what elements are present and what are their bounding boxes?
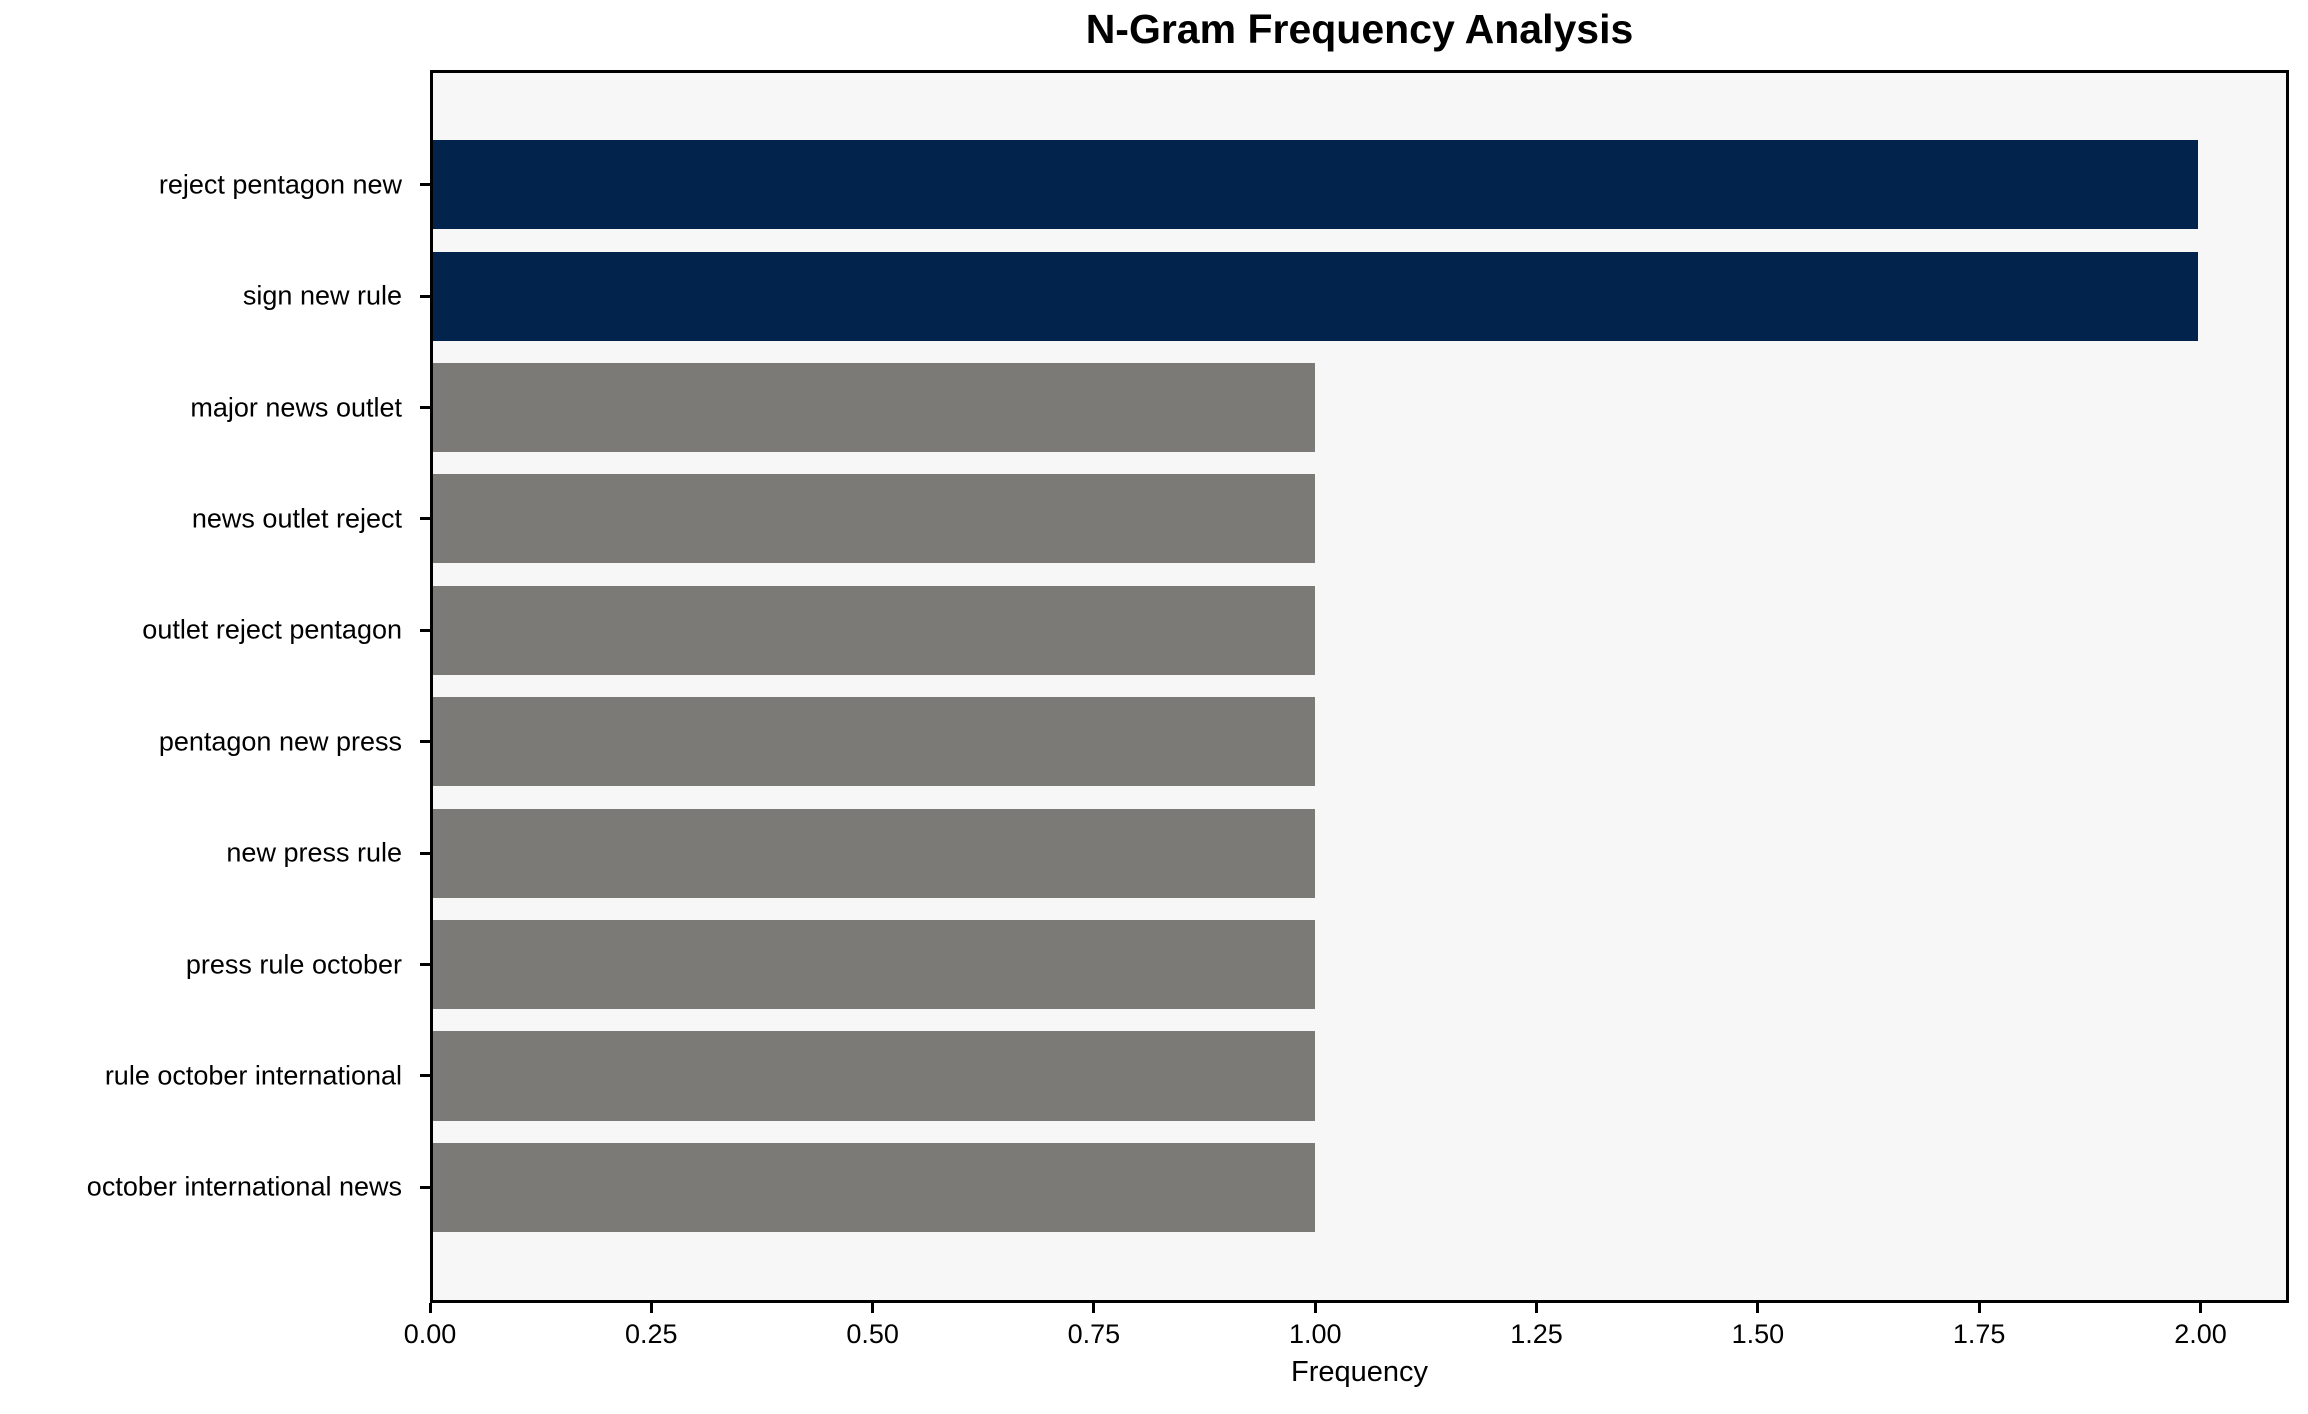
- x-tick-label: 1.50: [1731, 1319, 1785, 1349]
- category-label: sign new rule: [242, 280, 402, 311]
- x-tick-mark: [428, 1303, 432, 1313]
- y-tick-mark: [420, 517, 430, 521]
- frequency-bar: [433, 1031, 1316, 1121]
- category-label: press rule october: [185, 949, 402, 980]
- frequency-bar: [433, 919, 1316, 1010]
- x-tick-mark: [1535, 1303, 1539, 1313]
- category-label: outlet reject pentagon: [142, 614, 402, 645]
- bar-row: major news outlet: [190, 352, 2286, 463]
- bar-row: press rule october: [186, 909, 2286, 1020]
- bar-row: october international news: [87, 1132, 2286, 1243]
- x-tick-label: 1.25: [1510, 1319, 1563, 1349]
- x-tick-label: 2.00: [2174, 1319, 2227, 1349]
- bar-row: new press rule: [226, 797, 2286, 908]
- x-tick-label: 1.75: [1952, 1319, 2006, 1349]
- y-tick-mark: [420, 963, 430, 967]
- category-label: reject pentagon new: [158, 169, 402, 200]
- x-tick-mark: [2198, 1303, 2202, 1313]
- bar-row: sign new rule: [243, 240, 2286, 351]
- category-label: rule october international: [104, 1060, 402, 1091]
- bar-row: reject pentagon new: [159, 129, 2286, 240]
- y-tick-mark: [420, 628, 430, 632]
- y-tick-mark: [420, 740, 430, 744]
- x-tick-mark: [871, 1303, 875, 1313]
- x-tick-label: 0.00: [403, 1319, 457, 1349]
- category-label: new press rule: [226, 837, 402, 868]
- bar-row: rule october international: [105, 1020, 2286, 1131]
- x-tick-label: 0.25: [625, 1319, 678, 1349]
- y-tick-mark: [420, 294, 430, 298]
- bar-row: outlet reject pentagon: [142, 575, 2286, 686]
- x-axis-label: Frequency: [1290, 1356, 1428, 1388]
- y-tick-mark: [420, 183, 430, 187]
- y-tick-mark: [420, 1074, 430, 1078]
- bars-container: reject pentagon new sign new rule major ne…: [87, 73, 2286, 1300]
- frequency-bar: [433, 1142, 1316, 1232]
- x-tick-mark: [1756, 1303, 1760, 1313]
- x-tick-mark: [1977, 1303, 1981, 1313]
- frequency-bar: [433, 697, 1316, 787]
- category-label: news outlet reject: [191, 503, 402, 534]
- y-tick-mark: [420, 851, 430, 855]
- x-tick-label: 0.75: [1067, 1319, 1121, 1349]
- plot-area: reject pentagon new sign new rule major ne…: [87, 70, 2289, 1303]
- bar-row: news outlet reject: [192, 463, 2286, 574]
- chart-title: N-Gram Frequency Analysis: [1085, 6, 1634, 52]
- category-label: pentagon new press: [158, 726, 402, 757]
- frequency-bar: [433, 251, 2198, 341]
- bar-row: pentagon new press: [159, 686, 2286, 797]
- y-tick-mark: [420, 1185, 430, 1189]
- frequency-bar: [433, 808, 1316, 898]
- frequency-bar: [433, 362, 1316, 453]
- x-tick-label: 0.50: [846, 1319, 899, 1349]
- frequency-bar: [433, 585, 1316, 675]
- category-label: october international news: [86, 1171, 402, 1202]
- frequency-bar: [433, 140, 2198, 230]
- x-tick-mark: [1313, 1303, 1317, 1313]
- frequency-bar: [433, 474, 1316, 564]
- x-tick-mark: [649, 1303, 653, 1313]
- category-label: major news outlet: [190, 392, 402, 423]
- x-tick-mark: [1092, 1303, 1096, 1313]
- y-tick-mark: [420, 406, 430, 410]
- x-tick-label: 1.00: [1288, 1319, 1342, 1349]
